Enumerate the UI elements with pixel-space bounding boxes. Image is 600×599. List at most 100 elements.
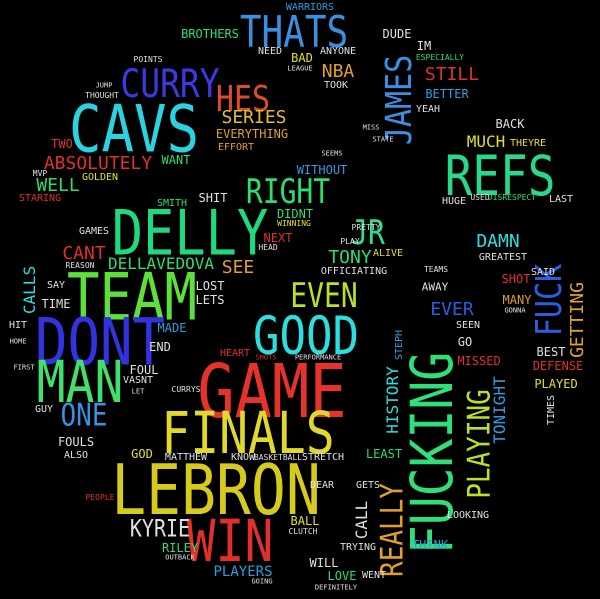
- word-lebron: LEBRON: [111, 449, 321, 531]
- word-without: WITHOUT: [296, 163, 348, 177]
- word-tony: TONY: [328, 247, 372, 268]
- word-outback: OUTBACK: [165, 553, 195, 562]
- word-smith: SMITH: [156, 198, 188, 209]
- word-head: HEAD: [258, 243, 278, 252]
- word-thought: THOUGHT: [85, 91, 119, 100]
- word-shots: SHOTS: [255, 353, 277, 362]
- word-many: MANY: [502, 293, 532, 307]
- word-dellavedova: DELLAVEDOVA: [108, 254, 214, 273]
- word-state: STATE: [372, 135, 394, 144]
- word-teams: TEAMS: [423, 265, 449, 274]
- word-hit: HIT: [8, 320, 28, 331]
- word-end: END: [149, 340, 171, 354]
- word-huge: HUGE: [441, 196, 467, 207]
- word-winning: WINNING: [277, 219, 311, 228]
- word-foul: FOUL: [129, 363, 159, 377]
- word-curry: CURRY: [120, 59, 220, 107]
- word-players: PLAYERS: [213, 564, 273, 580]
- word-seems: SEEMS: [321, 149, 343, 158]
- word-last: LAST: [548, 194, 574, 205]
- word-first: FIRST: [13, 363, 35, 372]
- word-need: NEED: [257, 46, 283, 57]
- word-vasnt: VASNT: [122, 375, 154, 386]
- word-cant: CANT: [62, 243, 106, 264]
- word-dude: DUDE: [382, 27, 412, 41]
- word-especially: ESPECIALLY: [415, 53, 465, 62]
- word-cavs: CAVS: [68, 91, 200, 168]
- word-ball: BALL: [290, 514, 320, 528]
- word-staring: STARING: [18, 193, 62, 204]
- word-warriors: WARRIORS: [285, 2, 335, 13]
- word-nba: NBA: [321, 61, 355, 82]
- word-two: TWO: [51, 137, 73, 151]
- word-absolutely: ABSOLUTELY: [43, 153, 153, 174]
- word-kyrie: KYRIE: [129, 513, 191, 543]
- word-gets: GETS: [355, 480, 381, 491]
- word-disrespect: DISRESPECT: [487, 193, 537, 202]
- word-better: BETTER: [425, 87, 469, 101]
- word-james: JAMES: [378, 54, 421, 146]
- word-series: SERIES: [221, 107, 287, 128]
- word-seen: SEEN: [455, 320, 481, 331]
- word-ever: EVER: [430, 299, 474, 320]
- word-delly: DELLY: [111, 198, 269, 270]
- word-really: REALLY: [375, 483, 411, 577]
- word-miss: MISS: [362, 123, 380, 132]
- word-missed: MISSED: [457, 354, 501, 368]
- word-win: WIN: [186, 508, 274, 576]
- word-guy: GUY: [34, 404, 54, 415]
- word-reason: REASON: [65, 261, 95, 270]
- word-love: LOVE: [327, 569, 357, 583]
- word-went: WENT: [361, 570, 387, 581]
- word-play: PLAY: [340, 237, 360, 246]
- word-looking: LOOKING: [446, 510, 490, 521]
- word-defense: DEFENSE: [532, 359, 584, 373]
- word-clutch: CLUTCH: [288, 527, 318, 536]
- word-even: EVEN: [290, 275, 358, 316]
- word-greatest: GREATEST: [478, 252, 528, 263]
- word-riley: RILEY: [161, 541, 199, 555]
- word-bad: BAD: [291, 51, 313, 65]
- word-thats: THATS: [239, 8, 349, 58]
- word-played: PLAYED: [534, 377, 578, 391]
- word-games: GAMES: [78, 226, 110, 237]
- word-times: TIMES: [546, 394, 557, 426]
- word-points: POINTS: [133, 55, 163, 64]
- word-much: MUCH: [466, 132, 506, 151]
- word-history: HISTORY: [383, 366, 402, 434]
- word-steph: STEPH: [394, 329, 405, 361]
- word-team: TEAM: [66, 259, 198, 336]
- word-home: HOME: [9, 337, 27, 346]
- word-golden: GOLDEN: [81, 172, 119, 183]
- word-dont: DONT: [34, 304, 166, 381]
- word-lost: LOST: [195, 279, 225, 293]
- word-shit: SHIT: [198, 191, 228, 205]
- word-used: USED: [470, 193, 490, 202]
- word-definitely: DEFINITELY: [314, 583, 358, 592]
- word-jump: JUMP: [95, 81, 113, 90]
- word-dear: DEAR: [309, 480, 335, 491]
- word-call: CALL: [352, 500, 371, 540]
- word-shot: SHOT: [501, 272, 531, 286]
- word-game: GAME: [197, 347, 347, 436]
- word-pretty: PRETTY: [351, 223, 381, 232]
- word-everything: EVERYTHING: [215, 127, 289, 141]
- word-also: ALSO: [63, 450, 89, 461]
- word-fucking: FUCKING: [399, 351, 467, 555]
- word-see: SEE: [221, 257, 255, 278]
- word-matthew: MATTHEW: [164, 452, 208, 463]
- word-performance: PERFORMANCE: [294, 353, 342, 362]
- word-basketball: BASKETBALL: [253, 453, 303, 462]
- word-lets: LETS: [195, 293, 225, 307]
- word-hes: HES: [215, 78, 271, 121]
- word-finals: FINALS: [161, 400, 335, 468]
- word-gonna: GONNA: [504, 306, 526, 315]
- word-heart: HEART: [219, 348, 251, 359]
- word-let: LET: [131, 387, 145, 396]
- word-made: MADE: [157, 321, 187, 335]
- word-im: IM: [416, 39, 432, 53]
- word-still: STILL: [424, 64, 480, 85]
- word-people: PEOPLE: [85, 493, 115, 502]
- word-effort: EFFORT: [217, 142, 255, 153]
